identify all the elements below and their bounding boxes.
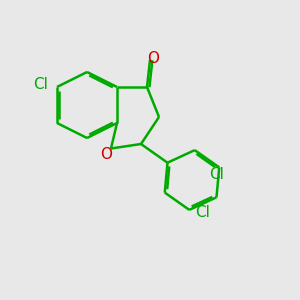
Text: Cl: Cl [33, 76, 48, 92]
Text: O: O [100, 147, 112, 162]
Text: Cl: Cl [195, 206, 210, 220]
Text: O: O [147, 51, 159, 66]
Text: Cl: Cl [209, 167, 224, 182]
